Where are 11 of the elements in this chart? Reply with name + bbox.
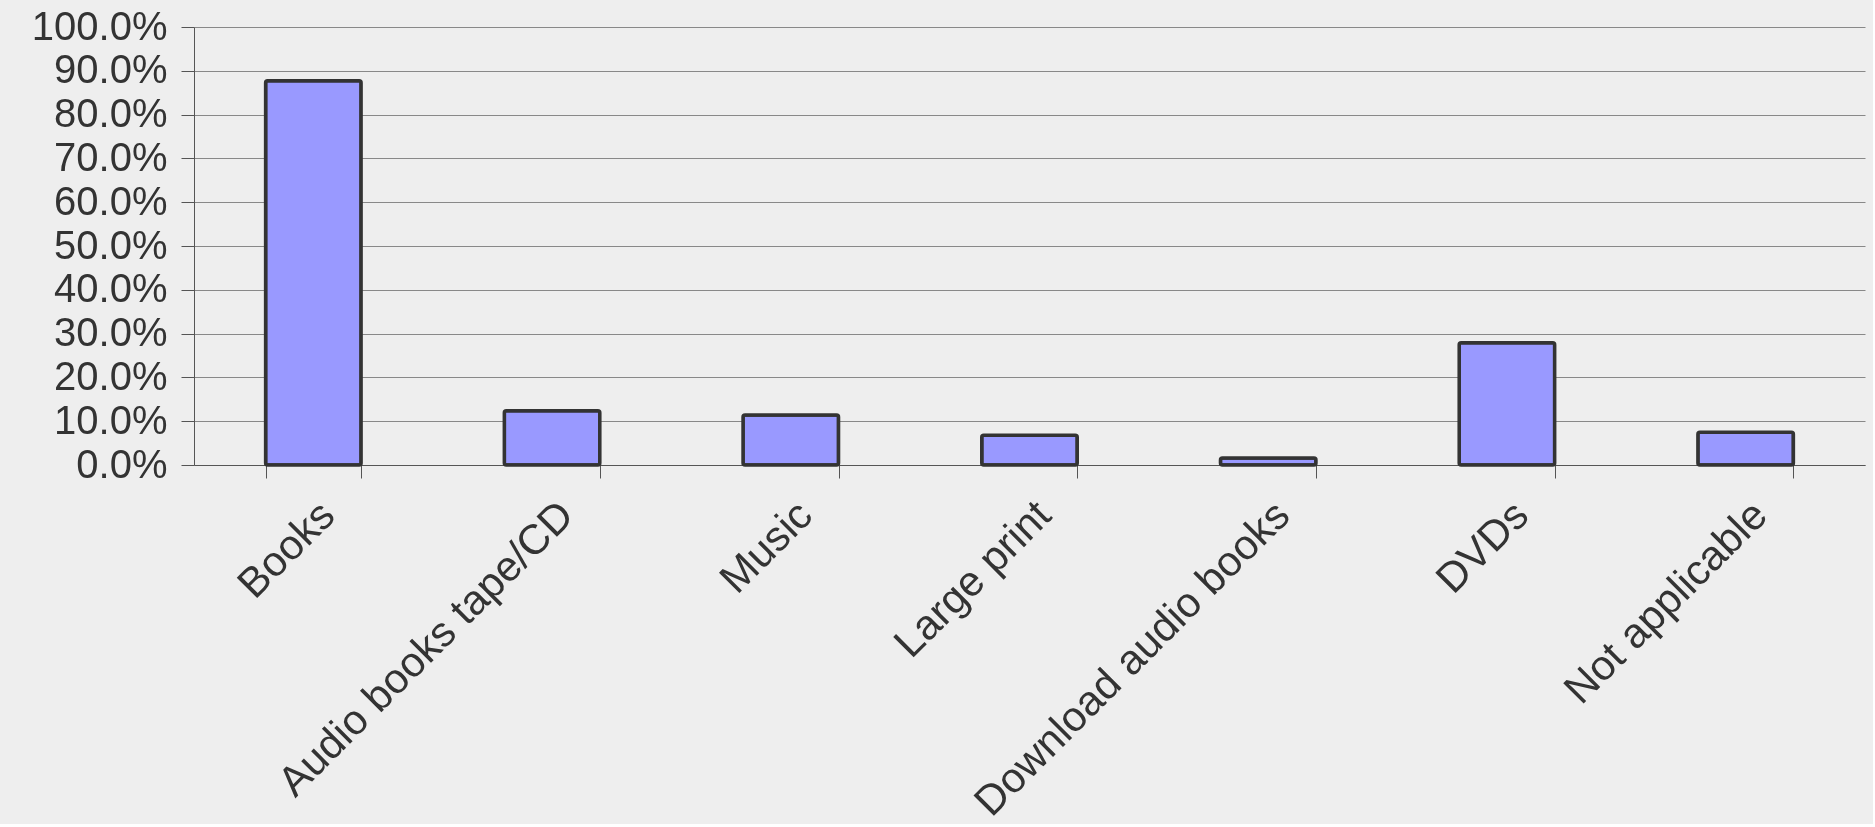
y-tick-label: 10.0%	[54, 397, 168, 442]
y-tick-label: 60.0%	[54, 178, 168, 223]
y-tick-label: 30.0%	[54, 310, 168, 355]
y-tick-label: 100.0%	[31, 3, 168, 48]
y-tick-label: 70.0%	[54, 134, 168, 179]
y-tick-label: 20.0%	[54, 353, 168, 398]
y-tick-label: 90.0%	[54, 47, 168, 92]
y-tick-label: 0.0%	[76, 441, 168, 486]
y-tick-label: 40.0%	[54, 266, 168, 311]
y-tick-label: 50.0%	[54, 222, 168, 267]
y-tick-label: 80.0%	[54, 91, 168, 136]
